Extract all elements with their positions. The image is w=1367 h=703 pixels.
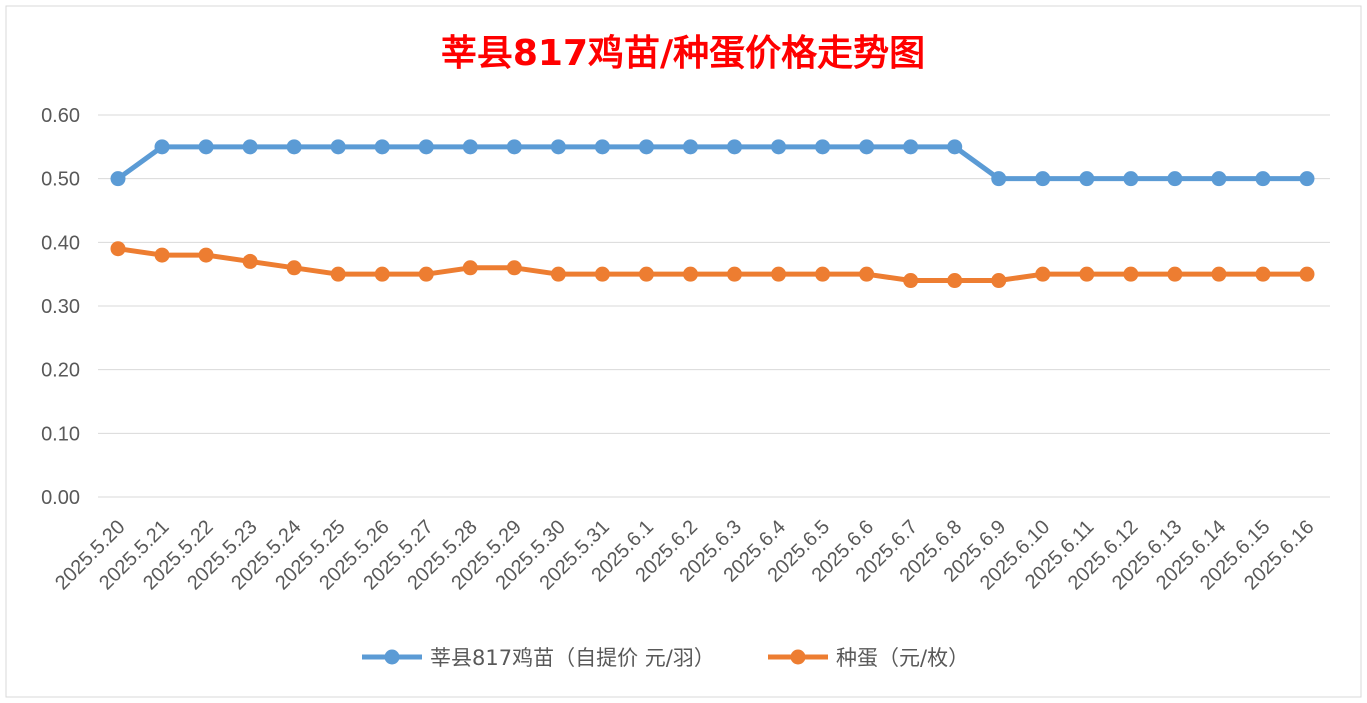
data-point bbox=[462, 139, 478, 155]
legend-marker bbox=[384, 649, 400, 665]
data-point bbox=[1035, 171, 1051, 187]
data-point bbox=[638, 139, 654, 155]
data-point bbox=[198, 139, 214, 155]
data-point bbox=[374, 266, 390, 282]
y-tick-label: 0.50 bbox=[41, 169, 80, 191]
data-point bbox=[154, 139, 170, 155]
data-point bbox=[594, 139, 610, 155]
series-1 bbox=[110, 139, 1315, 187]
legend-label: 种蛋（元/枚） bbox=[836, 646, 969, 670]
data-point bbox=[1123, 171, 1139, 187]
data-point bbox=[110, 171, 126, 187]
data-point bbox=[682, 139, 698, 155]
y-tick-label: 0.60 bbox=[41, 105, 80, 127]
data-point bbox=[286, 260, 302, 276]
series-line bbox=[115, 246, 1310, 284]
data-point bbox=[1211, 266, 1227, 282]
legend: 莘县817鸡苗（自提价 元/羽） 种蛋（元/枚） bbox=[362, 646, 969, 670]
data-point bbox=[418, 139, 434, 155]
data-point bbox=[1079, 171, 1095, 187]
data-point bbox=[682, 266, 698, 282]
data-point bbox=[374, 139, 390, 155]
y-tick-label: 0.10 bbox=[41, 423, 80, 445]
chart-border bbox=[5, 5, 1362, 698]
data-point bbox=[1167, 171, 1183, 187]
data-point bbox=[1299, 171, 1315, 187]
data-point bbox=[506, 139, 522, 155]
data-point bbox=[1167, 266, 1183, 282]
data-point bbox=[154, 247, 170, 263]
data-point bbox=[815, 266, 831, 282]
data-point bbox=[330, 139, 346, 155]
data-point bbox=[1123, 266, 1139, 282]
data-point bbox=[771, 139, 787, 155]
legend-label: 莘县817鸡苗（自提价 元/羽） bbox=[430, 646, 715, 670]
data-point bbox=[1255, 171, 1271, 187]
y-tick-label: 0.30 bbox=[41, 296, 80, 318]
series-layer bbox=[110, 139, 1315, 289]
data-point bbox=[815, 139, 831, 155]
data-point bbox=[198, 247, 214, 263]
data-point bbox=[991, 171, 1007, 187]
data-point bbox=[418, 266, 434, 282]
data-point bbox=[330, 266, 346, 282]
data-point bbox=[1211, 171, 1227, 187]
data-point bbox=[462, 260, 478, 276]
data-point bbox=[903, 139, 919, 155]
legend-marker bbox=[790, 649, 806, 665]
series-line bbox=[115, 144, 1310, 182]
y-tick-label: 0.20 bbox=[41, 360, 80, 382]
data-point bbox=[727, 266, 743, 282]
data-point bbox=[727, 139, 743, 155]
data-point bbox=[242, 253, 258, 269]
data-point bbox=[1079, 266, 1095, 282]
data-point bbox=[286, 139, 302, 155]
data-point bbox=[1035, 266, 1051, 282]
y-axis-ticks: 0.00 0.10 0.20 0.30 0.40 0.50 0.60 bbox=[41, 105, 80, 509]
data-point bbox=[991, 273, 1007, 289]
data-point bbox=[638, 266, 654, 282]
data-point bbox=[242, 139, 258, 155]
data-point bbox=[550, 266, 566, 282]
data-point bbox=[1299, 266, 1315, 282]
data-point bbox=[1255, 266, 1271, 282]
chart-title: 莘县817鸡苗/种蛋价格走势图 bbox=[441, 33, 925, 74]
legend-item: 莘县817鸡苗（自提价 元/羽） bbox=[362, 646, 715, 670]
y-tick-label: 0.40 bbox=[41, 232, 80, 254]
grid-lines bbox=[98, 114, 1330, 498]
legend-item: 种蛋（元/枚） bbox=[768, 646, 969, 670]
data-point bbox=[506, 260, 522, 276]
data-point bbox=[859, 139, 875, 155]
data-point bbox=[550, 139, 566, 155]
data-point bbox=[903, 273, 919, 289]
y-tick-label: 0.00 bbox=[41, 487, 80, 509]
data-point bbox=[110, 241, 126, 257]
data-point bbox=[771, 266, 787, 282]
data-point bbox=[859, 266, 875, 282]
data-point bbox=[594, 266, 610, 282]
data-point bbox=[947, 273, 963, 289]
series-2 bbox=[110, 241, 1315, 289]
data-point bbox=[947, 139, 963, 155]
